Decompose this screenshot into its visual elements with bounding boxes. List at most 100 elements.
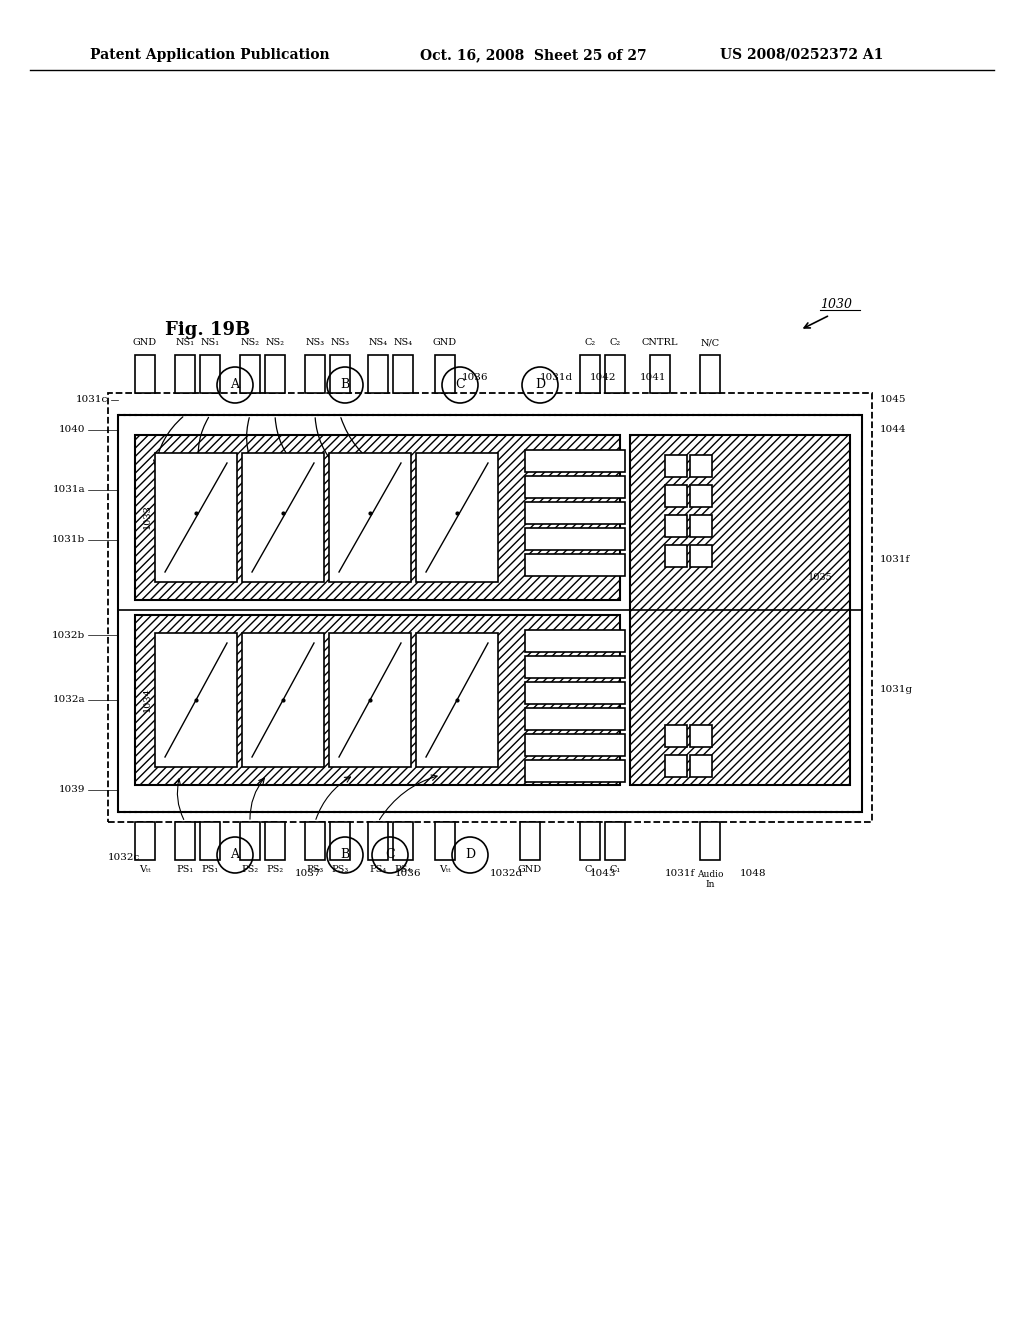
Bar (435, 355, 455, 393)
Bar (520, 822, 540, 861)
Bar (329, 634, 411, 767)
Bar (175, 822, 195, 861)
Text: 1034: 1034 (142, 688, 152, 713)
Bar (416, 453, 498, 582)
Bar (525, 682, 625, 704)
Text: 1031d: 1031d (540, 374, 573, 383)
Bar (605, 355, 625, 393)
Bar (525, 734, 625, 756)
Bar (525, 630, 625, 652)
Text: 1032c: 1032c (108, 854, 140, 862)
Bar (368, 822, 388, 861)
Bar (368, 355, 388, 393)
Bar (135, 355, 155, 393)
Text: 1037: 1037 (295, 869, 322, 878)
Bar (665, 484, 687, 507)
Text: PS₃: PS₃ (332, 865, 348, 874)
Bar (700, 822, 720, 861)
Bar (175, 355, 195, 393)
Text: Vₜₜ: Vₜₜ (139, 865, 151, 874)
Text: 1048: 1048 (740, 869, 767, 878)
Bar (416, 634, 498, 767)
Text: Audio: Audio (696, 870, 723, 879)
Text: NS₂: NS₂ (241, 338, 259, 347)
Bar (525, 528, 625, 550)
Bar (108, 393, 872, 822)
Bar (665, 725, 687, 747)
Bar (580, 355, 600, 393)
Bar (605, 822, 625, 861)
Bar (665, 755, 687, 777)
Bar (242, 453, 324, 582)
Bar (200, 355, 220, 393)
Text: PS₄: PS₄ (370, 865, 387, 874)
Text: D: D (535, 379, 545, 392)
Bar (135, 436, 620, 601)
Text: 1044: 1044 (880, 425, 906, 434)
Text: 1035: 1035 (808, 573, 833, 582)
Text: US 2008/0252372 A1: US 2008/0252372 A1 (720, 48, 884, 62)
Text: PS₃: PS₃ (306, 865, 324, 874)
Text: 1032b: 1032b (52, 631, 85, 639)
Text: PS₂: PS₂ (266, 865, 284, 874)
Bar (135, 615, 620, 785)
Bar (690, 545, 712, 568)
Text: NS₁: NS₁ (201, 338, 219, 347)
Bar (393, 355, 413, 393)
Bar (135, 822, 155, 861)
Text: C₁: C₁ (585, 865, 596, 874)
Bar (240, 355, 260, 393)
Text: 1031g: 1031g (880, 685, 913, 694)
Text: 1033: 1033 (142, 504, 152, 529)
Text: NS₁: NS₁ (175, 338, 195, 347)
Text: C: C (385, 849, 395, 862)
Bar (650, 355, 670, 393)
Bar (630, 436, 850, 785)
Text: 1041: 1041 (640, 374, 667, 383)
Text: 1036: 1036 (395, 869, 422, 878)
Text: 1030: 1030 (820, 298, 852, 312)
Bar (525, 708, 625, 730)
Text: Fig. 19B: Fig. 19B (165, 321, 250, 339)
Bar (665, 515, 687, 537)
Text: Patent Application Publication: Patent Application Publication (90, 48, 330, 62)
Bar (525, 502, 625, 524)
Bar (240, 822, 260, 861)
Text: In: In (706, 880, 715, 888)
Bar (580, 822, 600, 861)
Bar (265, 355, 285, 393)
Bar (700, 355, 720, 393)
Bar (155, 453, 237, 582)
Bar (690, 455, 712, 477)
Bar (435, 822, 455, 861)
Text: 1045: 1045 (880, 396, 906, 404)
Text: PS₄: PS₄ (394, 865, 412, 874)
Bar (665, 455, 687, 477)
Text: Vₜₜ: Vₜₜ (439, 865, 451, 874)
Text: C₂: C₂ (585, 338, 596, 347)
Bar (305, 355, 325, 393)
Text: 1031f: 1031f (665, 869, 695, 878)
Text: GND: GND (133, 338, 157, 347)
Bar (329, 453, 411, 582)
Text: NS₃: NS₃ (305, 338, 325, 347)
Text: NS₃: NS₃ (331, 338, 349, 347)
Text: 1039: 1039 (58, 785, 85, 795)
Bar (630, 436, 850, 785)
Text: B: B (340, 849, 349, 862)
Text: 1036: 1036 (462, 374, 488, 383)
Bar (155, 634, 237, 767)
Text: 1042: 1042 (590, 374, 616, 383)
Text: GND: GND (433, 338, 457, 347)
Text: B: B (340, 379, 349, 392)
Bar (525, 450, 625, 473)
Bar (330, 822, 350, 861)
Text: 1031a: 1031a (52, 486, 85, 495)
Bar (242, 634, 324, 767)
Text: A: A (230, 849, 240, 862)
Bar (305, 822, 325, 861)
Text: 1031b: 1031b (52, 536, 85, 544)
Text: PS₂: PS₂ (242, 865, 259, 874)
Text: C₁: C₁ (609, 865, 621, 874)
Bar (118, 414, 862, 812)
